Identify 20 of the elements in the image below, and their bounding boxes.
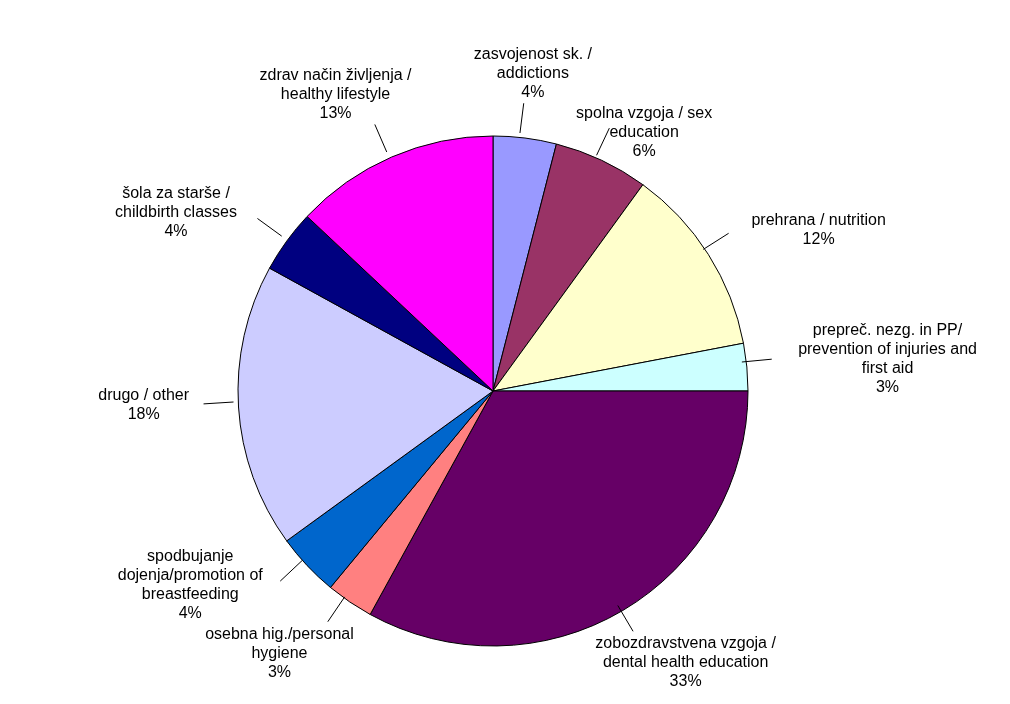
data-label: 13% — [319, 104, 352, 122]
data-label: 12% — [802, 230, 835, 248]
data-label: 33% — [669, 672, 702, 690]
slice-label: zasvojenost sk. / addictions — [473, 45, 593, 82]
slice-label: spodbujanje dojenja/promotion of breastfeeding — [117, 546, 264, 602]
slice-label: spolna vzgoja / sex education — [576, 104, 713, 141]
slice-label: zdrav način življenja / healthy lifestyle — [259, 66, 413, 103]
slice-label: šola za starše / childbirth classes — [115, 184, 237, 221]
data-label: 4% — [178, 603, 202, 621]
slice-label: drugo / other — [98, 386, 190, 404]
data-label: 3% — [875, 377, 900, 395]
data-label: 6% — [632, 142, 656, 160]
data-label: 4% — [164, 222, 188, 240]
slice-label: osebna hig./personal hygiene — [205, 624, 354, 661]
slice-label: prepreč. nezg. in PP/ prevention of injuries and first aid — [798, 320, 977, 376]
data-label: 3% — [267, 662, 292, 680]
data-label: 18% — [127, 405, 160, 423]
data-label: 4% — [521, 83, 545, 101]
slice-label: prehrana / nutrition — [751, 211, 886, 229]
slice-label: zobozdravstvena vzgoja / dental health education — [595, 634, 777, 671]
